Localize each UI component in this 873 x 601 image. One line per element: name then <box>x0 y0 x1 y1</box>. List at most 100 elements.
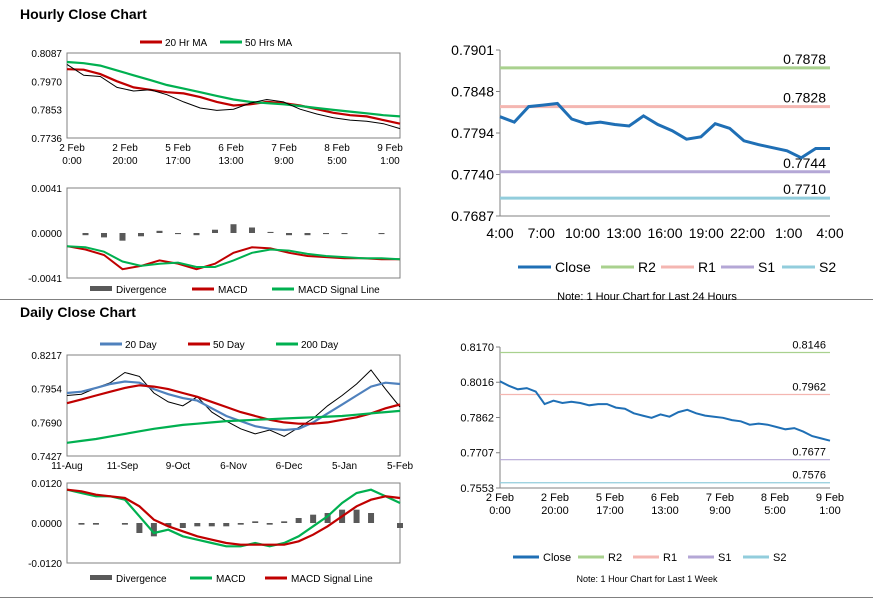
x-tick-label: 11-Aug <box>51 461 83 472</box>
x-tick-label: 13:00 <box>606 225 641 241</box>
level-label: 0.7962 <box>792 382 826 394</box>
close-line <box>499 101 830 160</box>
x-tick-label: 0:00 <box>489 505 510 517</box>
x-tick-label: 8 Feb <box>324 143 350 154</box>
chart-note: Note: 1 Hour Chart for Last 1 Week <box>577 574 718 584</box>
plot-frame <box>66 187 401 279</box>
y-tick-label: 0.7553 <box>460 483 494 495</box>
x-tick-label: 17:00 <box>165 156 190 167</box>
legend-label: S2 <box>819 259 836 275</box>
legend-label: R2 <box>638 259 656 275</box>
series-line <box>66 488 401 546</box>
legend-label: MACD Signal Line <box>298 285 380 296</box>
section-divider <box>0 299 873 300</box>
x-tick-label: 1:00 <box>819 505 840 517</box>
level-label: 0.7828 <box>783 90 826 106</box>
x-tick-label: 5:00 <box>764 505 785 517</box>
y-tick-label: 0.7736 <box>31 134 62 145</box>
legend-label: S1 <box>758 259 775 275</box>
y-tick-label: 0.7954 <box>31 385 62 396</box>
y-tick-label: 0.7687 <box>451 208 494 224</box>
legend-label: R1 <box>698 259 716 275</box>
legend-label: S1 <box>718 552 731 564</box>
series-line <box>66 68 401 125</box>
x-tick-label: 17:00 <box>596 505 624 517</box>
legend-label: 20 Day <box>125 340 157 351</box>
y-tick-label: 0.8170 <box>460 342 494 354</box>
legend-label: Divergence <box>116 285 167 296</box>
legend-label: Close <box>543 552 571 564</box>
x-tick-label: 20:00 <box>541 505 569 517</box>
y-tick-label: 0.0120 <box>31 479 62 490</box>
x-tick-label: 4:00 <box>486 225 513 241</box>
y-tick-label: 0.7970 <box>31 77 62 88</box>
x-tick-label: 6 Feb <box>218 143 244 154</box>
y-tick-label: 0.7862 <box>460 412 494 424</box>
plot-frame <box>66 52 401 139</box>
x-tick-label: 22:00 <box>730 225 765 241</box>
x-tick-label: 5 Feb <box>165 143 191 154</box>
y-tick-label: 0.7707 <box>460 448 494 460</box>
y-tick-label: 0.7427 <box>31 452 62 463</box>
x-tick-label: 1:00 <box>775 225 802 241</box>
legend-swatch <box>90 286 112 291</box>
x-tick-label: 9:00 <box>709 505 730 517</box>
series-line <box>66 380 401 432</box>
legend-label: MACD Signal Line <box>291 574 373 585</box>
x-tick-label: 9 Feb <box>377 143 403 154</box>
plot-frame <box>66 354 401 457</box>
series-line <box>66 60 401 118</box>
x-tick-label: 5 Feb <box>596 492 624 504</box>
series-line <box>66 245 400 271</box>
x-tick-label: 5-Feb <box>387 461 414 472</box>
x-tick-label: 5-Jan <box>332 461 357 472</box>
legend-label: MACD <box>218 285 247 296</box>
x-tick-label: 0:00 <box>62 156 82 167</box>
x-tick-label: 11-Sep <box>107 461 139 472</box>
y-tick-label: 0.0000 <box>31 519 62 530</box>
series-line <box>66 488 401 548</box>
level-label: 0.7576 <box>792 470 826 482</box>
x-tick-label: 13:00 <box>651 505 679 517</box>
legend-label: S2 <box>773 552 786 564</box>
x-tick-label: 5:00 <box>327 156 347 167</box>
series-line <box>66 409 401 444</box>
x-tick-label: 9 Feb <box>816 492 844 504</box>
x-tick-label: 7:00 <box>528 225 555 241</box>
bottom-divider <box>0 597 873 598</box>
legend-label: 50 Hrs MA <box>245 38 293 49</box>
y-tick-label: 0.7853 <box>31 106 62 117</box>
legend-label: 50 Day <box>213 340 245 351</box>
y-tick-label: 0.8217 <box>31 351 62 362</box>
x-tick-label: 2 Feb <box>59 143 85 154</box>
plot-frame <box>66 482 401 564</box>
x-tick-label: 8 Feb <box>761 492 789 504</box>
y-tick-label: 0.7848 <box>451 83 494 99</box>
x-tick-label: 7 Feb <box>706 492 734 504</box>
x-tick-label: 6-Nov <box>220 461 247 472</box>
x-tick-label: 10:00 <box>565 225 600 241</box>
legend-label: 20 Hr MA <box>165 38 208 49</box>
y-tick-label: 0.7690 <box>31 418 62 429</box>
y-tick-label: 0.0041 <box>31 184 62 195</box>
x-tick-label: 2 Feb <box>112 143 138 154</box>
x-tick-label: 13:00 <box>218 156 243 167</box>
legend-label: 200 Day <box>301 340 338 351</box>
level-label: 0.8146 <box>792 339 826 351</box>
level-label: 0.7878 <box>783 51 826 67</box>
x-tick-label: 1:00 <box>380 156 400 167</box>
daily-section-title: Daily Close Chart <box>20 304 136 320</box>
y-tick-label: 0.0000 <box>31 229 62 240</box>
series-line <box>66 369 401 437</box>
x-tick-label: 7 Feb <box>271 143 297 154</box>
x-tick-label: 16:00 <box>647 225 682 241</box>
x-tick-label: 6 Feb <box>651 492 679 504</box>
y-tick-label: 0.8087 <box>31 49 62 60</box>
series-line <box>66 63 401 130</box>
x-tick-label: 6-Dec <box>276 461 303 472</box>
level-label: 0.7677 <box>792 447 826 459</box>
x-tick-label: 4:00 <box>816 225 843 241</box>
level-label: 0.7710 <box>783 181 826 197</box>
level-label: 0.7744 <box>783 155 826 171</box>
x-tick-label: 9:00 <box>274 156 294 167</box>
